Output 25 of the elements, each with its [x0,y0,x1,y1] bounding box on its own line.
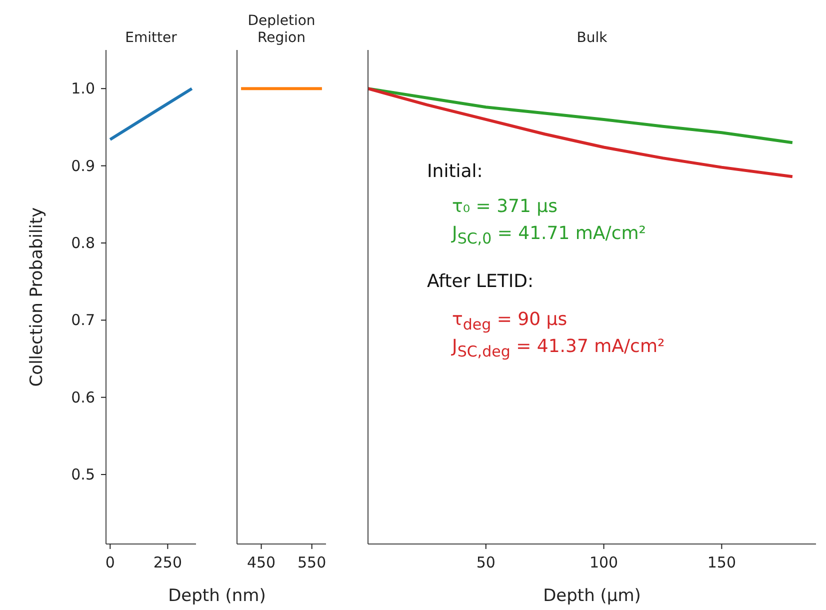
x-tick-label: 100 [589,554,618,572]
x-tick-label: 0 [105,554,115,572]
y-tick-label: 0.9 [71,156,95,175]
chart-title: Depletion Region [246,13,316,47]
annotation: After LETID: [427,270,534,294]
y-tick-label: 0.8 [71,234,95,252]
chart-title: Bulk [576,30,608,47]
chart-title: Emitter [124,30,178,47]
annotation: J$_{SC,deg}$ = 41.37 mA/cm² [452,335,665,363]
x-tick-label: 150 [707,554,736,572]
annotation: τ$_{deg}$ = 90 μs [452,308,568,336]
x-tick-label: 450 [246,554,276,572]
x-tick-label: 50 [476,554,496,572]
y-tick-label: 0.6 [71,388,95,406]
annotation: Initial: [427,160,483,184]
annotation: J$_{SC,0}$ = 41.71 mA/cm² [452,222,646,250]
y-tick-label: 1.0 [71,80,95,98]
x-axis-title: Depth (μm) [542,586,642,606]
x-tick-label: 550 [298,554,326,572]
x-tick-label: 250 [153,554,182,572]
y-tick-label: 0.7 [71,311,95,330]
x-axis-title: Depth (nm) [167,586,267,606]
y-tick-label: 0.5 [71,466,95,484]
y-axis-title: Collection Probability [26,206,48,389]
annotation: τ₀ = 371 μs [452,195,558,219]
